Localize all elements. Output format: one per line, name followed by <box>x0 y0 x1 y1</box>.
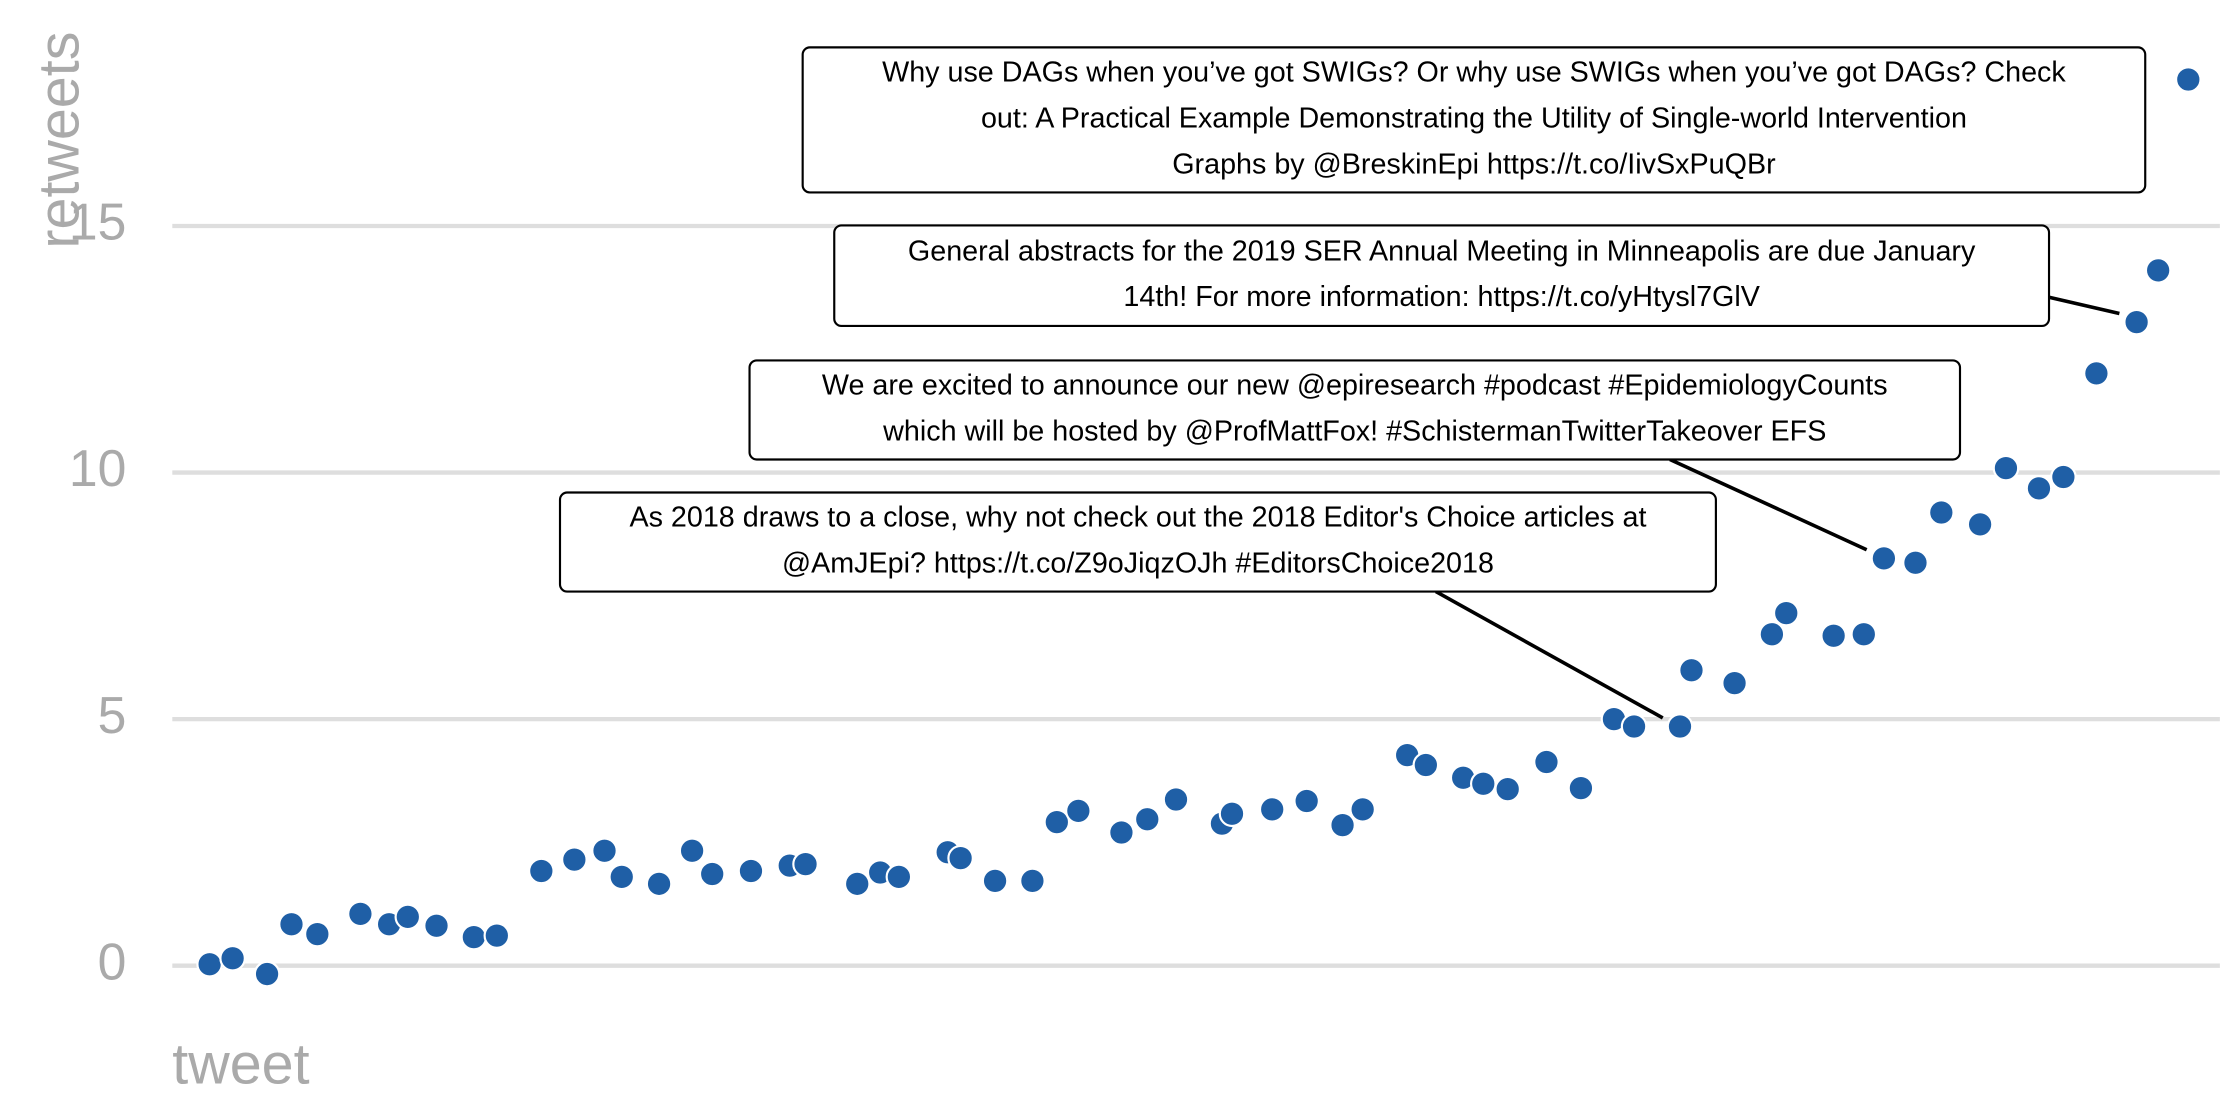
point <box>219 944 246 972</box>
point <box>1850 621 1878 648</box>
point <box>253 960 281 988</box>
point <box>981 867 1009 895</box>
annotation-text: @AmJEpi? https://t.co/Z9oJiqzOJh #Editor… <box>782 548 1494 580</box>
annotation-connector <box>2048 295 2120 316</box>
point <box>1134 805 1161 833</box>
annotation-text: Graphs by @BreskinEpi https://t.co/IivSx… <box>1172 148 1776 180</box>
point <box>528 857 555 885</box>
point <box>423 912 450 940</box>
point <box>1620 713 1648 740</box>
point <box>1820 622 1847 650</box>
point <box>561 846 588 873</box>
point <box>2083 360 2110 387</box>
point <box>1992 454 2020 482</box>
point <box>460 923 488 951</box>
annotation-text: out: A Practical Example Demonstrating t… <box>981 102 1967 134</box>
point <box>1533 748 1560 776</box>
point <box>1772 599 1800 627</box>
y-axis-label: retweets <box>27 32 91 249</box>
point <box>2175 66 2202 93</box>
annotation-text: Why use DAGs when you’ve got SWIGs? Or w… <box>882 57 2066 89</box>
point <box>278 910 305 938</box>
point <box>947 844 974 872</box>
point <box>2123 308 2150 336</box>
y-tick-label: 0 <box>98 932 127 990</box>
point <box>1043 808 1071 836</box>
point <box>2144 257 2172 284</box>
point <box>1902 549 1929 577</box>
annotation-box <box>833 224 2051 328</box>
point <box>1966 511 1994 538</box>
point <box>1218 800 1246 828</box>
point <box>1412 751 1440 779</box>
point <box>1870 545 1898 572</box>
point <box>1258 796 1286 823</box>
point <box>394 903 422 931</box>
point <box>1162 786 1190 813</box>
point <box>304 920 331 948</box>
annotation-text: which will be hosted by @ProfMattFox! #S… <box>882 416 1826 448</box>
point <box>1065 797 1092 825</box>
point <box>737 857 765 885</box>
point <box>1494 775 1521 803</box>
annotation-box <box>558 491 1717 593</box>
annotation-box <box>748 359 1962 461</box>
point <box>1567 774 1595 802</box>
x-axis-label: tweet <box>172 1032 309 1096</box>
point <box>678 837 706 865</box>
y-tick-label: 15 <box>69 193 127 251</box>
point <box>792 850 819 878</box>
annotation-connector <box>1435 590 1664 720</box>
point <box>2025 475 2053 502</box>
point <box>347 900 374 928</box>
y-tick-label: 10 <box>69 439 127 497</box>
point <box>1019 867 1046 895</box>
point <box>1329 811 1356 839</box>
annotation-text: 14th! For more information: https://t.co… <box>1123 281 1760 313</box>
point <box>1349 796 1376 823</box>
annotation-box <box>801 46 2147 194</box>
point <box>196 950 223 978</box>
point <box>1108 819 1135 846</box>
point <box>608 863 636 891</box>
point <box>1758 621 1786 648</box>
y-tick-label: 5 <box>98 686 127 744</box>
annotation-connector <box>1669 457 1868 552</box>
point <box>2050 463 2077 491</box>
point <box>1666 713 1694 740</box>
point <box>591 837 618 865</box>
point <box>1721 669 1748 697</box>
point <box>1678 657 1705 684</box>
point <box>1470 770 1497 797</box>
annotation-text: General abstracts for the 2019 SER Annua… <box>908 235 1976 267</box>
point <box>1928 499 1955 526</box>
point <box>843 870 871 898</box>
point <box>1293 787 1320 815</box>
point <box>483 922 511 949</box>
annotation-text: As 2018 draws to a close, why not check … <box>629 502 1646 534</box>
point <box>698 860 726 888</box>
point <box>885 863 913 891</box>
annotation-text: We are excited to announce our new @epir… <box>822 370 1888 402</box>
point <box>645 870 673 898</box>
